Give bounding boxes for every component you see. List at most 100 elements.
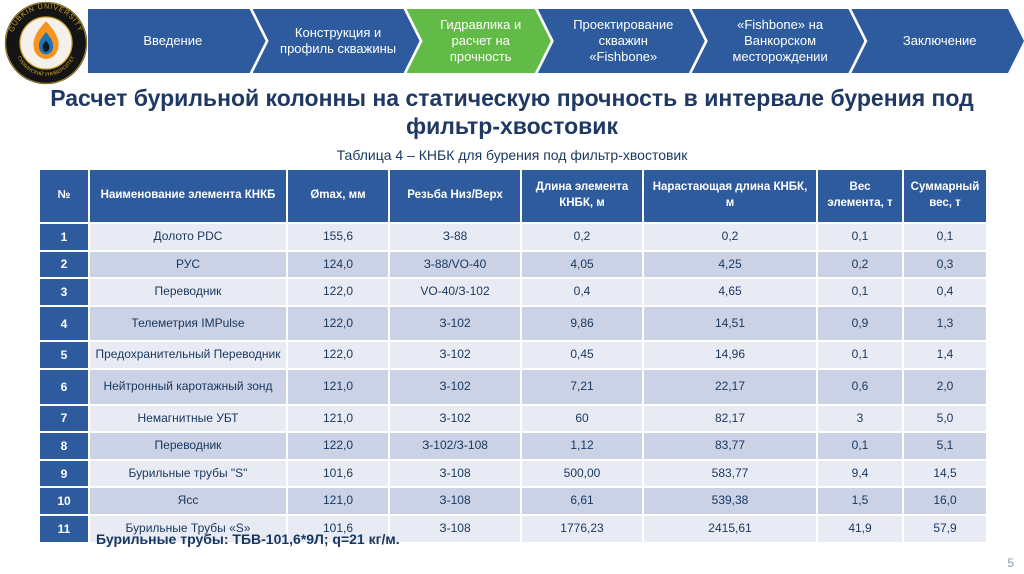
table-cell: З-88 xyxy=(388,222,522,252)
table-cell: 60 xyxy=(520,403,644,434)
table-cell: 122,0 xyxy=(286,431,390,461)
university-logo: GUBKIN UNIVERSITY ГУБКИНСКИЙ УНИВЕРСИТЕТ xyxy=(4,1,88,85)
column-header: Резьба Низ/Верх xyxy=(388,168,522,224)
table-cell: З-102 xyxy=(388,340,522,370)
table-body: 1 Долото PDC 155,6 З-88 0,2 0,2 0,1 0,1 2 РУС 124,… xyxy=(38,222,988,544)
knbk-table: № Наименование элемента КНКБ Ømax, мм Резьб… xyxy=(38,168,988,544)
flame-icon xyxy=(33,21,59,59)
row-number-cell: 7 xyxy=(38,403,90,434)
table-cell: Ясс xyxy=(88,486,288,516)
table-cell: 0,4 xyxy=(902,277,988,307)
section-nav: Введение Конструкция и профиль скважины … xyxy=(88,9,1024,73)
row-number-cell: 10 xyxy=(38,486,90,516)
table-cell: 1776,23 xyxy=(520,513,644,544)
table-cell: 9,86 xyxy=(520,304,644,343)
slide-title: Расчет бурильной колонны на статическую … xyxy=(50,85,974,140)
table-cell: 0,1 xyxy=(902,222,988,252)
table-cell: З-102 xyxy=(388,304,522,343)
table-cell: 121,0 xyxy=(286,403,390,434)
column-header: № xyxy=(38,168,90,224)
table-cell: 1,5 xyxy=(816,486,904,516)
table-row: 9 Бурильные трубы "S" 101,6 З-108 500,00 583,… xyxy=(38,458,988,489)
table-row: 10 Ясс 121,0 З-108 6,61 539,38 1,5 16,0 xyxy=(38,486,988,516)
table-cell: 0,6 xyxy=(816,367,904,406)
table-cell: З-102 xyxy=(388,403,522,434)
row-number-cell: 1 xyxy=(38,222,90,252)
table-cell: З-108 xyxy=(388,513,522,544)
table-cell: Бурильные Трубы «S» xyxy=(88,513,288,544)
column-header: Ømax, мм xyxy=(286,168,390,224)
table-cell: Предохранительный Переводник xyxy=(88,340,288,370)
table-cell: 121,0 xyxy=(286,486,390,516)
table-cell: 0,1 xyxy=(816,431,904,461)
nav-item-well-construction[interactable]: Конструкция и профиль скважины xyxy=(253,9,420,73)
nav-item-label: Гидравлика и расчет на прочность xyxy=(440,16,522,65)
table-cell: З-102/З-108 xyxy=(388,431,522,461)
table-cell: Переводник xyxy=(88,431,288,461)
table-cell: 14,5 xyxy=(902,458,988,489)
table-cell: VO-40/З-102 xyxy=(388,277,522,307)
column-header: Наименование элемента КНКБ xyxy=(88,168,288,224)
table-cell: 14,51 xyxy=(642,304,818,343)
row-number-cell: 3 xyxy=(38,277,90,307)
table-cell: 2415,61 xyxy=(642,513,818,544)
table-cell: 9,4 xyxy=(816,458,904,489)
table-cell: 122,0 xyxy=(286,340,390,370)
table-cell: 16,0 xyxy=(902,486,988,516)
table-cell: Телеметрия IMPulse xyxy=(88,304,288,343)
table-cell: 122,0 xyxy=(286,304,390,343)
table-cell: 4,25 xyxy=(642,249,818,280)
nav-item-introduction[interactable]: Введение xyxy=(88,9,266,73)
nav-item-label: Заключение xyxy=(902,32,977,48)
table-row: 5 Предохранительный Переводник 122,0 З-102 0… xyxy=(38,340,988,370)
nav-item-label: Введение xyxy=(143,32,203,48)
table-cell: 101,6 xyxy=(286,513,390,544)
row-number-cell: 8 xyxy=(38,431,90,461)
table-cell: 0,45 xyxy=(520,340,644,370)
university-logo-emblem: GUBKIN UNIVERSITY ГУБКИНСКИЙ УНИВЕРСИТЕТ xyxy=(4,1,88,85)
table-cell: 0,4 xyxy=(520,277,644,307)
nav-item-label: «Fishbone» на Ванкорском месторождении xyxy=(732,16,828,65)
table-cell: 539,38 xyxy=(642,486,818,516)
row-number-cell: 9 xyxy=(38,458,90,489)
table-cell: 124,0 xyxy=(286,249,390,280)
table-row: 4 Телеметрия IMPulse 122,0 З-102 9,86 14,51 0,… xyxy=(38,304,988,343)
table-cell: З-102 xyxy=(388,367,522,406)
table-row: 3 Переводник 122,0 VO-40/З-102 0,4 4,65 0,1 0,4 xyxy=(38,277,988,307)
nav-item-label: Конструкция и профиль скважины xyxy=(280,24,397,56)
table-cell: З-108 xyxy=(388,458,522,489)
nav-item-hydraulics-strength[interactable]: Гидравлика и расчет на прочность xyxy=(407,9,551,73)
table-cell: 0,1 xyxy=(816,340,904,370)
table-row: 2 РУС 124,0 З-88/VO-40 4,05 4,25 0,2 0,3 xyxy=(38,249,988,280)
page-number: 5 xyxy=(1007,556,1014,570)
table-cell: 0,2 xyxy=(816,249,904,280)
table-cell: 0,1 xyxy=(816,222,904,252)
table-cell: 1,3 xyxy=(902,304,988,343)
column-header: Суммарный вес, т xyxy=(902,168,988,224)
table-cell: 22,17 xyxy=(642,367,818,406)
table-cell: Бурильные трубы "S" xyxy=(88,458,288,489)
row-number-cell: 6 xyxy=(38,367,90,406)
table-cell: 122,0 xyxy=(286,277,390,307)
table-caption: Таблица 4 – КНБК для бурения под фильтр-… xyxy=(336,147,688,163)
row-number-cell: 5 xyxy=(38,340,90,370)
table-cell: 155,6 xyxy=(286,222,390,252)
nav-item-fishbone-vankor[interactable]: «Fishbone» на Ванкорском месторождении xyxy=(692,9,865,73)
table-cell: 583,77 xyxy=(642,458,818,489)
table-row: 7 Немагнитные УБТ 121,0 З-102 60 82,17 3 5,0 xyxy=(38,403,988,434)
table-cell: 0,2 xyxy=(642,222,818,252)
table-cell: Долото PDC xyxy=(88,222,288,252)
table-cell: Переводник xyxy=(88,277,288,307)
table-cell: 41,9 xyxy=(816,513,904,544)
nav-item-fishbone-design[interactable]: Проектирование скважин «Fishbone» xyxy=(538,9,705,73)
table-cell: 0,3 xyxy=(902,249,988,280)
row-number-cell: 11 xyxy=(38,513,90,544)
table-cell: 1,12 xyxy=(520,431,644,461)
table-cell: 5,1 xyxy=(902,431,988,461)
nav-item-conclusion[interactable]: Заключение xyxy=(851,9,1024,73)
row-number-cell: 2 xyxy=(38,249,90,280)
table-cell: Нейтронный каротажный зонд xyxy=(88,367,288,406)
table-cell: 7,21 xyxy=(520,367,644,406)
table-cell: 121,0 xyxy=(286,367,390,406)
table-row: 8 Переводник 122,0 З-102/З-108 1,12 83,77 0,1 5… xyxy=(38,431,988,461)
